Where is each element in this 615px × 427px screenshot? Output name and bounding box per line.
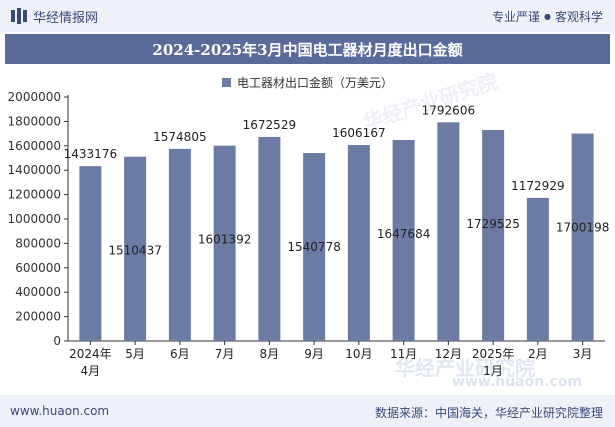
y-tick-label: 1600000	[8, 139, 61, 153]
data-label: 1729525	[466, 217, 519, 231]
data-label: 1510437	[108, 244, 161, 258]
brand[interactable]: 华经情报网	[10, 7, 99, 26]
bar-chart: 0 200000 400000 600000 800000 1000000 1200000 1…	[8, 90, 610, 378]
x-tick-label: 4月	[81, 364, 101, 378]
x-tick-label: 2024年	[69, 347, 112, 361]
data-label: 1606167	[332, 126, 385, 140]
x-tick-label: 2025年	[472, 347, 515, 361]
bar	[79, 166, 102, 341]
x-tick-label: 1月	[483, 364, 503, 378]
y-tick-label: 800000	[15, 236, 61, 250]
y-tick-label: 2000000	[8, 90, 61, 104]
y-tick-label: 200000	[15, 310, 61, 324]
bar	[482, 129, 505, 341]
y-tick-label: 1400000	[8, 163, 61, 177]
watermark-url: www.huaon.com	[452, 374, 583, 390]
y-tick-label: 400000	[15, 285, 61, 299]
data-label: 1647684	[377, 227, 430, 241]
bar	[526, 197, 549, 341]
bar	[258, 136, 281, 341]
bar	[392, 139, 415, 341]
data-label: 1540778	[287, 240, 340, 254]
x-tick-label: 5月	[125, 347, 145, 361]
bar	[213, 145, 236, 341]
x-tick-label: 10月	[345, 347, 372, 361]
x-tick-label: 7月	[215, 347, 235, 361]
bar	[571, 133, 594, 341]
data-label: 1172929	[511, 179, 564, 193]
chart-title: 2024-2025年3月中国电工器材月度出口金额	[152, 40, 463, 59]
legend-label: 电工器材出口金额（万美元）	[236, 75, 393, 90]
tagline-left: 专业严谨	[491, 10, 540, 24]
header-bar: 华经情报网 专业严谨 ● 客观科学	[0, 0, 615, 32]
bar	[124, 156, 147, 341]
x-tick-label: 9月	[304, 347, 324, 361]
data-label: 1700198	[556, 221, 609, 235]
chart-title-bar: 2024-2025年3月中国电工器材月度出口金额	[5, 34, 610, 64]
y-tick-label: 1000000	[8, 212, 61, 226]
x-tick-label: 3月	[573, 347, 593, 361]
x-tick-label: 8月	[260, 347, 280, 361]
footer-bar: www.huaon.com 数据来源：中国海关，华经产业研究院整理	[0, 395, 615, 427]
x-tick-label: 6月	[170, 347, 190, 361]
y-tick-label: 600000	[15, 261, 61, 275]
bar	[437, 122, 460, 342]
data-label: 1601392	[198, 233, 251, 247]
legend-swatch	[221, 77, 231, 87]
footer-source: 数据来源：中国海关，华经产业研究院整理	[374, 406, 603, 420]
watermark-bottom: 华经产业研究院	[395, 356, 535, 380]
x-tick-label: 2月	[528, 347, 548, 361]
bar	[303, 153, 326, 341]
brand-name: 华经情报网	[33, 10, 99, 26]
tagline: 专业严谨 ● 客观科学	[492, 8, 603, 25]
footer-website[interactable]: www.huaon.com	[10, 404, 110, 418]
y-tick-label: 1800000	[8, 114, 61, 128]
data-label: 1433176	[64, 147, 117, 161]
data-label: 1792606	[422, 103, 475, 117]
huajing-logo-icon	[11, 8, 27, 24]
x-tick-label: 12月	[435, 347, 462, 361]
y-tick-label: 0	[53, 334, 61, 348]
tagline-separator: ●	[544, 12, 551, 21]
data-label: 1574805	[153, 130, 206, 144]
x-tick-label: 11月	[390, 347, 417, 361]
chart-legend: 电工器材出口金额（万美元）	[0, 72, 615, 92]
bar	[347, 145, 370, 341]
y-tick-label: 1200000	[8, 188, 61, 202]
data-label: 1672529	[243, 118, 296, 132]
tagline-right: 客观科学	[554, 10, 603, 24]
bar	[168, 148, 191, 341]
